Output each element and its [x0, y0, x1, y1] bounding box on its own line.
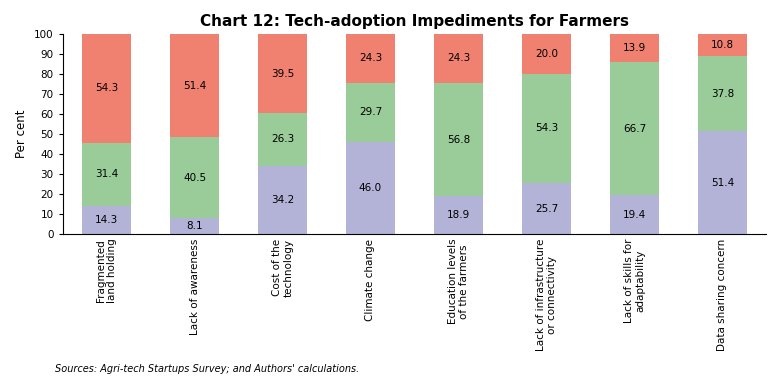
Text: 13.9: 13.9: [622, 43, 646, 53]
Bar: [170, 137, 219, 218]
Text: 56.8: 56.8: [447, 135, 470, 145]
Bar: [346, 34, 395, 83]
Text: 31.4: 31.4: [95, 169, 118, 179]
Bar: [698, 34, 747, 56]
Bar: [522, 74, 571, 183]
Text: 66.7: 66.7: [622, 124, 646, 134]
Text: 24.3: 24.3: [447, 53, 470, 64]
Text: 25.7: 25.7: [535, 204, 558, 214]
Bar: [434, 83, 482, 197]
Text: 37.8: 37.8: [711, 88, 734, 99]
Text: 34.2: 34.2: [271, 195, 294, 205]
Bar: [258, 166, 307, 234]
Text: 14.3: 14.3: [95, 215, 118, 225]
Text: 19.4: 19.4: [622, 210, 646, 220]
Bar: [610, 195, 658, 234]
Text: 8.1: 8.1: [186, 221, 203, 231]
Text: 18.9: 18.9: [447, 211, 470, 220]
Bar: [170, 34, 219, 137]
Bar: [258, 113, 307, 166]
Text: 46.0: 46.0: [359, 183, 382, 193]
Text: 26.3: 26.3: [271, 135, 294, 144]
Text: 51.4: 51.4: [711, 178, 734, 188]
Text: 10.8: 10.8: [711, 40, 734, 50]
Bar: [82, 206, 131, 234]
Bar: [698, 132, 747, 234]
Y-axis label: Per cent: Per cent: [16, 110, 28, 158]
Bar: [82, 34, 131, 143]
Text: 40.5: 40.5: [183, 173, 206, 183]
Bar: [346, 83, 395, 142]
Text: 54.3: 54.3: [95, 84, 118, 93]
Text: 24.3: 24.3: [359, 53, 382, 64]
Bar: [82, 143, 131, 206]
Text: 29.7: 29.7: [359, 107, 382, 118]
Bar: [346, 142, 395, 234]
Bar: [434, 34, 482, 83]
Bar: [522, 183, 571, 234]
Text: 20.0: 20.0: [535, 49, 558, 59]
Bar: [610, 62, 658, 195]
Bar: [434, 197, 482, 234]
Text: 39.5: 39.5: [271, 68, 294, 79]
Bar: [522, 34, 571, 74]
Bar: [258, 34, 307, 113]
Text: Sources: Agri-tech Startups Survey; and Authors' calculations.: Sources: Agri-tech Startups Survey; and …: [55, 364, 359, 374]
Bar: [698, 56, 747, 132]
Text: 54.3: 54.3: [535, 124, 558, 133]
Text: 51.4: 51.4: [183, 81, 206, 90]
Bar: [610, 34, 658, 62]
Title: Chart 12: Tech-adoption Impediments for Farmers: Chart 12: Tech-adoption Impediments for …: [200, 14, 629, 29]
Bar: [170, 218, 219, 234]
